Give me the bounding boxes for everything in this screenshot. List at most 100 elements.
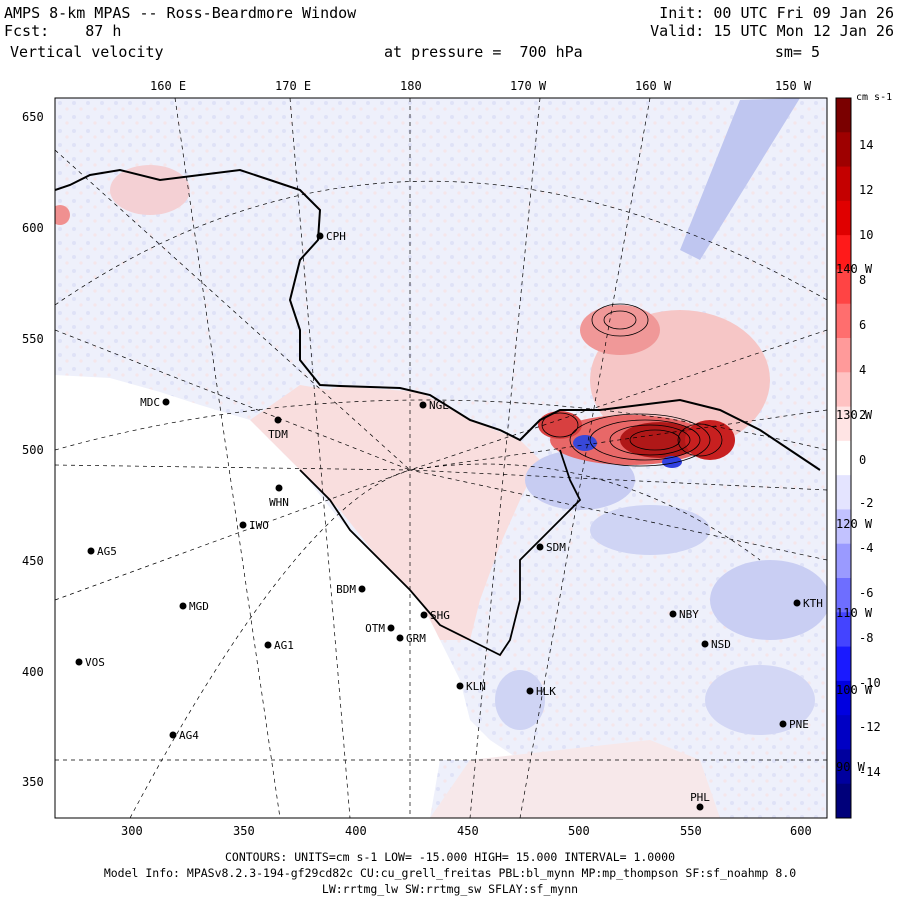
colorbar-label: -4	[859, 541, 874, 555]
station-marker	[419, 401, 427, 409]
pressure-level: at pressure = 700 hPa	[384, 43, 583, 61]
station-label: IWO	[249, 519, 269, 532]
init-time: Init: 00 UTC Fri 09 Jan 26	[659, 4, 894, 22]
top-lon-label: 150 W	[775, 79, 812, 93]
station-marker	[274, 416, 282, 424]
colorbar-label: -8	[859, 631, 874, 645]
station-marker	[456, 682, 464, 690]
station-label: VOS	[85, 656, 105, 669]
right-lon-label: 110 W	[836, 606, 873, 620]
x-tick-label: 550	[680, 824, 702, 838]
colorbar-swatch	[836, 509, 851, 545]
station-label: MDC	[140, 396, 160, 409]
colorbar-swatch	[836, 543, 851, 579]
station-marker	[358, 585, 366, 593]
colorbar-label: 4	[859, 363, 867, 377]
map-title: AMPS 8-km MPAS -- Ross-Beardmore Window	[4, 4, 357, 22]
colorbar-label: -2	[859, 496, 874, 510]
station-label: KLN	[466, 680, 486, 693]
colorbar-label: -10	[859, 676, 881, 690]
colorbar	[836, 98, 851, 819]
colorbar-label: -14	[859, 765, 881, 779]
top-lon-label: 180	[400, 79, 422, 93]
colorbar-swatch	[836, 612, 851, 648]
station-marker	[169, 731, 177, 739]
model-info: Model Info: MPASv8.2.3-194-gf29cd82c CU:…	[103, 866, 797, 880]
station-marker	[179, 602, 187, 610]
colorbar-label: 14	[859, 138, 874, 152]
model-info-2: LW:rrtmg_lw SW:rrtmg_sw SFLAY:sf_mynn	[321, 882, 579, 896]
station-marker	[396, 634, 404, 642]
top-lon-label: 170 W	[510, 79, 547, 93]
colorbar-swatch	[836, 680, 851, 716]
station-label: NGL	[429, 399, 449, 412]
top-lon-label: 160 W	[635, 79, 672, 93]
station-label: PNE	[789, 718, 809, 731]
station-label: WHN	[269, 496, 289, 509]
station-marker	[669, 610, 677, 618]
colorbar-swatch	[836, 646, 851, 682]
station-label: KTH	[803, 597, 823, 610]
right-lon-label: 100 W	[836, 683, 873, 697]
station-marker	[696, 803, 704, 811]
colorbar-label: 10	[859, 228, 874, 242]
top-lon-label: 160 E	[150, 79, 187, 93]
x-tick-label: 500	[568, 824, 590, 838]
plot-field	[55, 98, 827, 818]
station-marker	[420, 611, 428, 619]
right-lon-label: 90 W	[836, 760, 865, 774]
colorbar-label: -12	[859, 720, 881, 734]
station-marker	[239, 521, 247, 529]
colorbar-swatch	[836, 132, 851, 168]
station-label: TDM	[268, 428, 288, 441]
station-label: BDM	[336, 583, 356, 596]
station-label: AG1	[274, 639, 294, 652]
colorbar-label: 8	[859, 273, 867, 287]
station-label: SHG	[430, 609, 450, 622]
smoothing: sm= 5	[774, 43, 820, 61]
y-tick-label: 350	[22, 775, 44, 789]
station-label: HLK	[536, 685, 556, 698]
colorbar-label: 0	[859, 453, 867, 467]
x-tick-label: 600	[790, 824, 812, 838]
colorbar-swatch	[836, 406, 851, 442]
colorbar-swatch	[836, 338, 851, 373]
station-marker	[264, 641, 272, 649]
station-label: SDM	[546, 541, 566, 554]
station-marker	[387, 624, 395, 632]
colorbar-swatch	[836, 303, 851, 339]
colorbar-units: cm s-1	[856, 92, 893, 103]
station-marker	[316, 232, 324, 240]
station-label: CPH	[326, 230, 346, 243]
plot-frame	[54, 97, 828, 819]
colorbar-swatch	[836, 749, 851, 785]
y-tick-label: 400	[22, 665, 44, 679]
field-name: Vertical velocity	[10, 43, 164, 61]
y-tick-label: 650	[22, 110, 44, 124]
colorbar-swatch	[836, 235, 851, 270]
right-lon-label: 120 W	[836, 517, 873, 531]
station-marker	[701, 640, 709, 648]
colorbar-swatch	[836, 783, 851, 819]
y-tick-label: 600	[22, 221, 44, 235]
station-marker	[87, 547, 95, 555]
valid-time: Valid: 15 UTC Mon 12 Jan 26	[650, 22, 894, 40]
station-label: GRM	[406, 632, 426, 645]
colorbar-label: 6	[859, 318, 867, 332]
x-tick-label: 450	[457, 824, 479, 838]
colorbar-swatch	[836, 715, 851, 750]
station-label: MGD	[189, 600, 209, 613]
x-tick-label: 300	[121, 824, 143, 838]
station-label: NSD	[711, 638, 731, 651]
station-label: PHL	[690, 791, 710, 804]
colorbar-label: 2	[859, 408, 867, 422]
colorbar-swatch	[836, 578, 851, 613]
colorbar-swatch	[836, 440, 851, 476]
station-label: NBY	[679, 608, 699, 621]
colorbar-label: -6	[859, 586, 874, 600]
colorbar-swatch	[836, 166, 851, 202]
station-marker	[793, 599, 801, 607]
station-marker	[75, 658, 83, 666]
